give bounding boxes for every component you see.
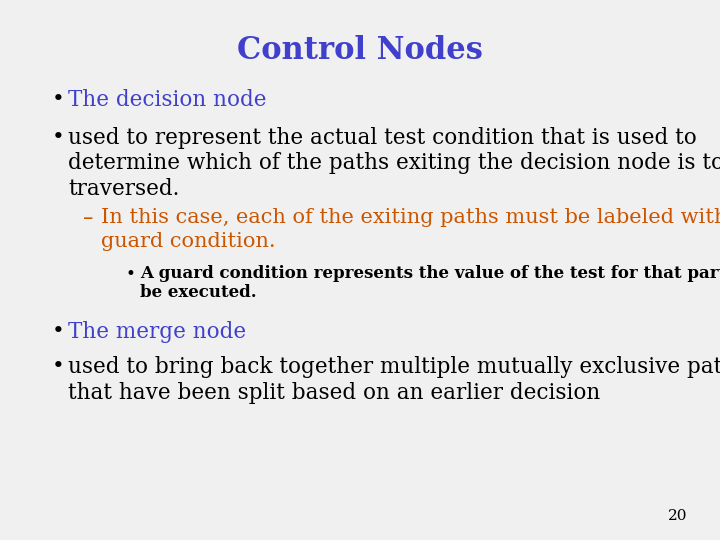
Text: that have been split based on an earlier decision: that have been split based on an earlier… xyxy=(68,382,600,404)
Text: –: – xyxy=(83,208,93,228)
Text: •: • xyxy=(126,265,136,282)
Text: guard condition.: guard condition. xyxy=(101,232,276,251)
Text: traversed.: traversed. xyxy=(68,178,180,200)
Text: A guard condition represents the value of the test for that particular path to: A guard condition represents the value o… xyxy=(140,265,720,281)
Text: Control Nodes: Control Nodes xyxy=(237,35,483,66)
Text: be executed.: be executed. xyxy=(140,284,257,301)
Text: 20: 20 xyxy=(668,509,688,523)
Text: used to bring back together multiple mutually exclusive paths: used to bring back together multiple mut… xyxy=(68,356,720,379)
Text: The merge node: The merge node xyxy=(68,321,246,343)
Text: •: • xyxy=(52,321,65,341)
Text: •: • xyxy=(52,89,65,109)
Text: •: • xyxy=(52,127,65,147)
Text: The decision node: The decision node xyxy=(68,89,267,111)
Text: determine which of the paths exiting the decision node is to be: determine which of the paths exiting the… xyxy=(68,152,720,174)
Text: •: • xyxy=(52,356,65,376)
Text: In this case, each of the exiting paths must be labeled with a: In this case, each of the exiting paths … xyxy=(101,208,720,227)
Text: used to represent the actual test condition that is used to: used to represent the actual test condit… xyxy=(68,127,697,149)
